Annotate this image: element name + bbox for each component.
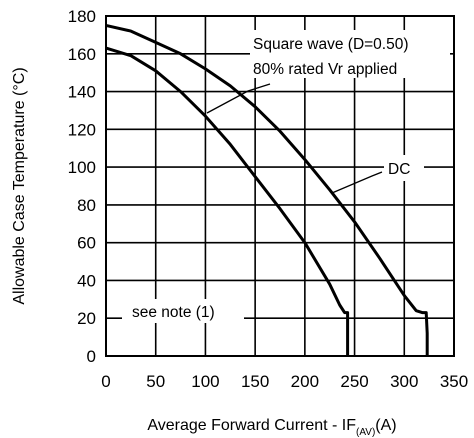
series-line-dc [105,23,429,356]
x-tick-label: 150 [241,372,269,391]
annotations: Square wave (D=0.50) 80% rated Vr applied… [122,30,450,323]
x-tick-label: 0 [101,372,110,391]
annotation-square-wave-leader [206,83,271,114]
x-tick-label: 50 [146,372,165,391]
x-tick-label: 300 [390,372,418,391]
tick-labels: 0 50 100 150 200 250 300 350 0 20 40 60 80 100 120 140 1… [68,7,469,391]
x-tick-label: 350 [440,372,468,391]
y-tick-label: 80 [77,196,96,215]
x-axis-title-unit: (A) [375,417,396,434]
curves [105,23,429,356]
annotation-note-label: see note (1) [132,304,215,321]
y-tick-label: 40 [77,271,96,290]
y-tick-label: 60 [77,234,96,253]
y-tick-label: 180 [68,7,96,26]
series-line-square-wave [105,46,350,356]
y-axis-title: Allowable Case Temperature (°C) [11,67,28,304]
annotation-dc-bg [384,155,424,181]
y-tick-label: 120 [68,120,96,139]
x-axis-title: Average Forward Current - IF(AV)(A) [147,417,396,438]
y-tick-label: 160 [68,45,96,64]
x-axis-title-main: Average Forward Current - IF [147,417,356,434]
annotation-dc-label: DC [388,161,410,178]
y-tick-label: 0 [87,347,96,366]
plot-frame [105,15,455,357]
x-tick-label: 250 [340,372,368,391]
x-tick-label: 200 [291,372,319,391]
annotation-square-wave-bg [250,30,450,78]
annotation-square-wave-line1: Square wave (D=0.50) [253,36,409,53]
annotation-dc-leader [331,171,383,194]
y-tick-label: 20 [77,309,96,328]
y-tick-label: 140 [68,83,96,102]
annotation-square-wave-line2: 80% rated Vr applied [253,61,397,78]
annotation-note-bg [122,299,244,323]
x-axis-title-subscript: (AV) [356,427,375,438]
x-tick-label: 100 [191,372,219,391]
y-tick-label: 100 [68,158,96,177]
